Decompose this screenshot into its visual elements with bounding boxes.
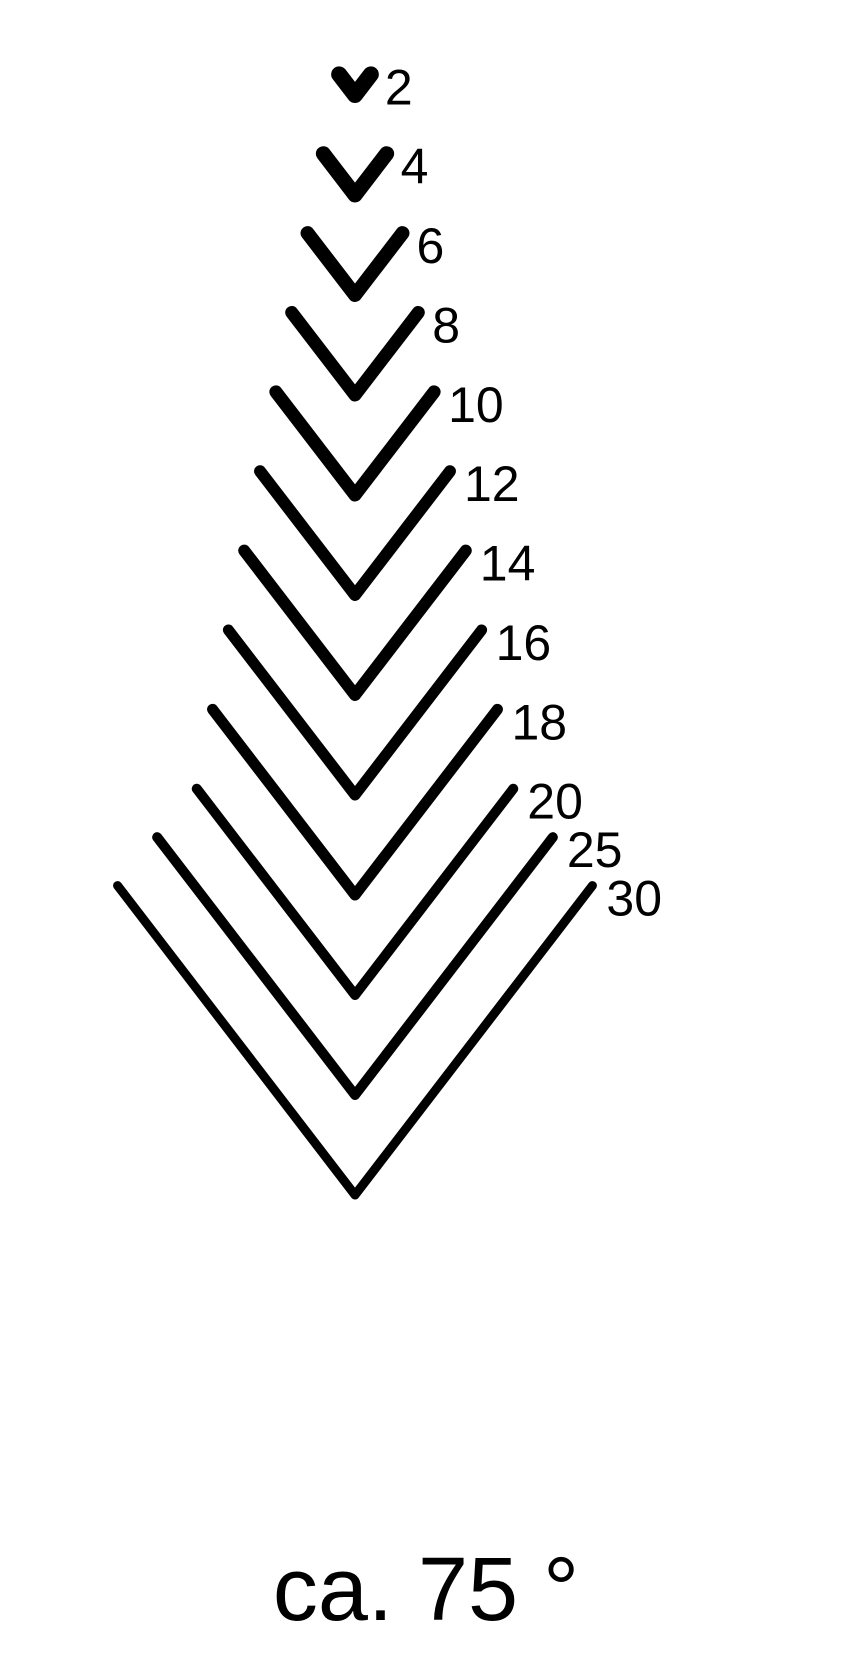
chevrons-group: 24681012141618202530 [118,59,662,1195]
chevron-size-gauge: 24681012141618202530 ca. 75 ° [0,0,852,1666]
chevron-6 [308,233,403,295]
chevron-30 [118,886,593,1195]
size-label-10: 10 [448,377,504,433]
angle-caption: ca. 75 ° [273,1540,579,1640]
size-label-30: 30 [606,871,662,927]
chevron-25 [157,837,553,1095]
chevron-16 [228,630,481,795]
size-label-6: 6 [416,218,444,274]
size-label-12: 12 [464,456,520,512]
chevron-10 [276,392,434,495]
size-label-18: 18 [511,694,567,750]
size-label-14: 14 [480,536,536,592]
size-label-4: 4 [401,139,429,195]
chevron-14 [244,551,466,695]
size-label-2: 2 [385,59,413,115]
size-label-16: 16 [496,615,552,671]
chevron-4 [323,154,386,195]
chevron-2 [339,74,371,95]
size-label-8: 8 [432,297,460,353]
chevron-8 [292,312,419,395]
